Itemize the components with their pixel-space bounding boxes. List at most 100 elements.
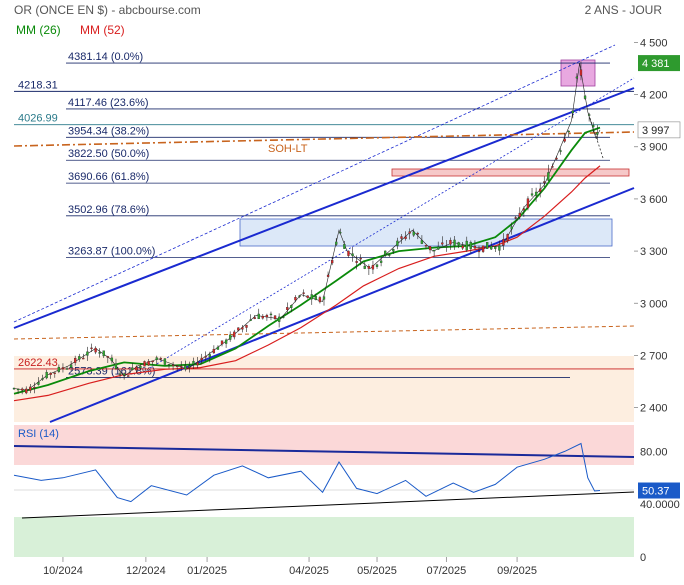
trend-channel xyxy=(13,44,635,423)
candle-body xyxy=(208,354,211,357)
candle-body xyxy=(167,364,171,366)
price-tick-label: 3 600 xyxy=(640,194,668,206)
candle-body xyxy=(106,356,109,358)
candle-body xyxy=(25,388,28,394)
candle-body xyxy=(502,239,505,246)
candle-body xyxy=(375,264,379,267)
candle-body xyxy=(465,240,468,251)
candle-body xyxy=(441,242,444,245)
candle-body xyxy=(343,244,346,249)
fib-label: 4381.14 (0.0%) xyxy=(68,51,143,63)
candle-body xyxy=(241,327,244,330)
price-badges: 4 381 3 997 xyxy=(637,55,681,139)
candle-body xyxy=(416,232,419,235)
candle-body xyxy=(229,334,232,340)
candle-body xyxy=(224,339,228,344)
price-tick-label: 4 200 xyxy=(640,90,668,102)
price-tick-label: 3 900 xyxy=(640,142,668,154)
projection-dashed xyxy=(589,117,604,159)
candle-body xyxy=(200,357,203,361)
zone-below-level xyxy=(14,356,634,422)
candle-body xyxy=(265,314,269,318)
candle-body xyxy=(273,315,277,320)
candle-body xyxy=(220,340,224,345)
candle-body xyxy=(571,110,574,114)
candle-body xyxy=(367,266,371,269)
candle-body xyxy=(432,249,436,252)
legend-ma-long: MM (52) xyxy=(80,23,125,37)
candle-body xyxy=(102,350,105,357)
candle-body xyxy=(559,150,562,152)
fib-label: 3263.87 (100.0%) xyxy=(68,245,155,257)
candle-body xyxy=(110,357,114,362)
price-tick-label: 3 300 xyxy=(640,246,668,258)
candle-body xyxy=(74,357,77,363)
candle-body xyxy=(176,365,179,367)
chart-title: OR (ONCE EN $) - abcbourse.com xyxy=(14,3,201,17)
candle-body xyxy=(122,373,126,376)
candle-body xyxy=(294,297,297,301)
candle-body xyxy=(400,236,403,239)
candle-body xyxy=(94,347,97,353)
soh-lt-label: SOH-LT xyxy=(268,143,308,155)
candle-body xyxy=(245,324,248,328)
rsi-title: RSI (14) xyxy=(18,428,59,440)
candle-body xyxy=(314,296,317,300)
rsi-panel: RSI (14) 80.00 40.0000 0 50.37 xyxy=(13,425,680,564)
candle-body xyxy=(82,357,85,360)
candle-body xyxy=(539,188,542,192)
rsi-resistance-line xyxy=(13,445,635,458)
candle-body xyxy=(326,274,330,277)
candle-body xyxy=(302,292,305,294)
level-label: 4026.99 xyxy=(18,113,58,125)
fib-label: 3822.50 (50.0%) xyxy=(68,148,149,160)
candle-body xyxy=(16,388,20,391)
candle-body xyxy=(37,382,40,385)
channel-lower-line xyxy=(49,187,635,423)
candle-body xyxy=(473,245,477,249)
legend-ma-short: MM (26) xyxy=(16,23,61,37)
rsi-tick-label: 80.00 xyxy=(640,446,668,458)
channel-upper-line xyxy=(13,87,635,329)
date-tick-label: 10/2024 xyxy=(43,565,83,577)
candle-body xyxy=(159,358,162,360)
candle-body xyxy=(12,387,16,390)
candle-body xyxy=(408,231,411,234)
price-tick-label: 2 400 xyxy=(640,403,668,415)
candle-body xyxy=(575,76,579,79)
candle-body xyxy=(49,372,52,375)
candle-body xyxy=(379,260,383,263)
candle-body xyxy=(306,295,309,298)
candle-body xyxy=(347,250,350,256)
channel-outer-dashed xyxy=(13,44,616,323)
candle-body xyxy=(21,388,24,391)
candle-body xyxy=(147,361,150,366)
candle-body xyxy=(131,367,134,370)
price-panel: 4381.14 (0.0%) 4117.46 (23.6%) 3954.34 (38… xyxy=(12,44,635,423)
level-label: 2622.43 xyxy=(18,357,58,369)
candle-body xyxy=(143,361,146,367)
fibonacci-levels: 4381.14 (0.0%) 4117.46 (23.6%) 3954.34 (38… xyxy=(14,51,634,378)
candle-body xyxy=(547,172,550,181)
candle-body xyxy=(477,250,481,253)
candle-body xyxy=(155,357,158,360)
candle-body xyxy=(437,246,440,250)
candle-body xyxy=(237,327,240,331)
target-zone xyxy=(391,168,630,177)
candle-body xyxy=(65,368,69,370)
candle-body xyxy=(486,242,489,249)
candle-body xyxy=(277,316,281,322)
candle-body xyxy=(412,231,415,236)
candle-body xyxy=(180,366,183,368)
current-price-label: 3 997 xyxy=(642,125,670,137)
price-tick-label: 2 700 xyxy=(640,350,668,362)
candle-body xyxy=(61,367,65,370)
rsi-tick-label: 0 xyxy=(640,552,646,564)
candle-body xyxy=(420,240,424,244)
candle-body xyxy=(363,265,366,269)
candle-body xyxy=(526,198,530,209)
price-tick-label: 3 000 xyxy=(640,298,668,310)
candle-body xyxy=(371,265,375,270)
consolidation-zone xyxy=(239,218,613,247)
